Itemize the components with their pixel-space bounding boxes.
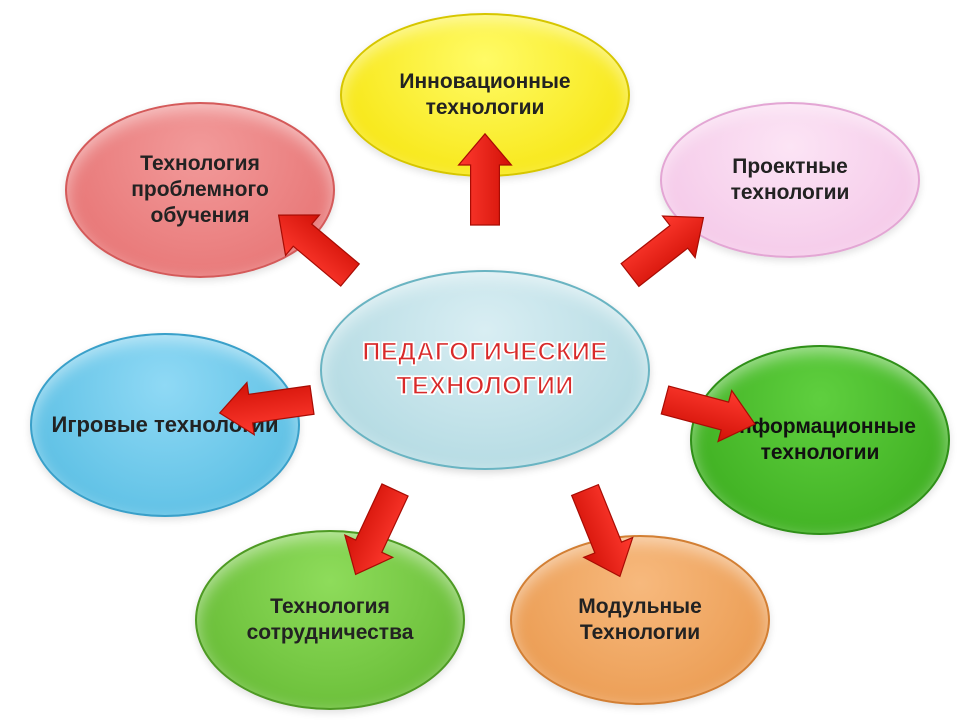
center-node: ПЕДАГОГИЧЕСКИЕ ТЕХНОЛОГИИ bbox=[320, 270, 650, 470]
arrow-problem bbox=[262, 195, 367, 295]
arrow-project bbox=[614, 197, 720, 296]
center-label-line1: ПЕДАГОГИЧЕСКИЕ bbox=[340, 336, 630, 370]
center-label: ПЕДАГОГИЧЕСКИЕ ТЕХНОЛОГИИ bbox=[340, 336, 630, 404]
arrow-modular bbox=[561, 480, 645, 586]
arrow-cooperation bbox=[332, 479, 419, 586]
arrow-information bbox=[658, 374, 762, 449]
arrow-gaming bbox=[216, 374, 316, 439]
diagram-stage: Инновационные технологииПроектные технол… bbox=[0, 0, 970, 722]
center-label-line2: ТЕХНОЛОГИИ bbox=[340, 370, 630, 404]
arrow-innovative bbox=[459, 134, 512, 225]
